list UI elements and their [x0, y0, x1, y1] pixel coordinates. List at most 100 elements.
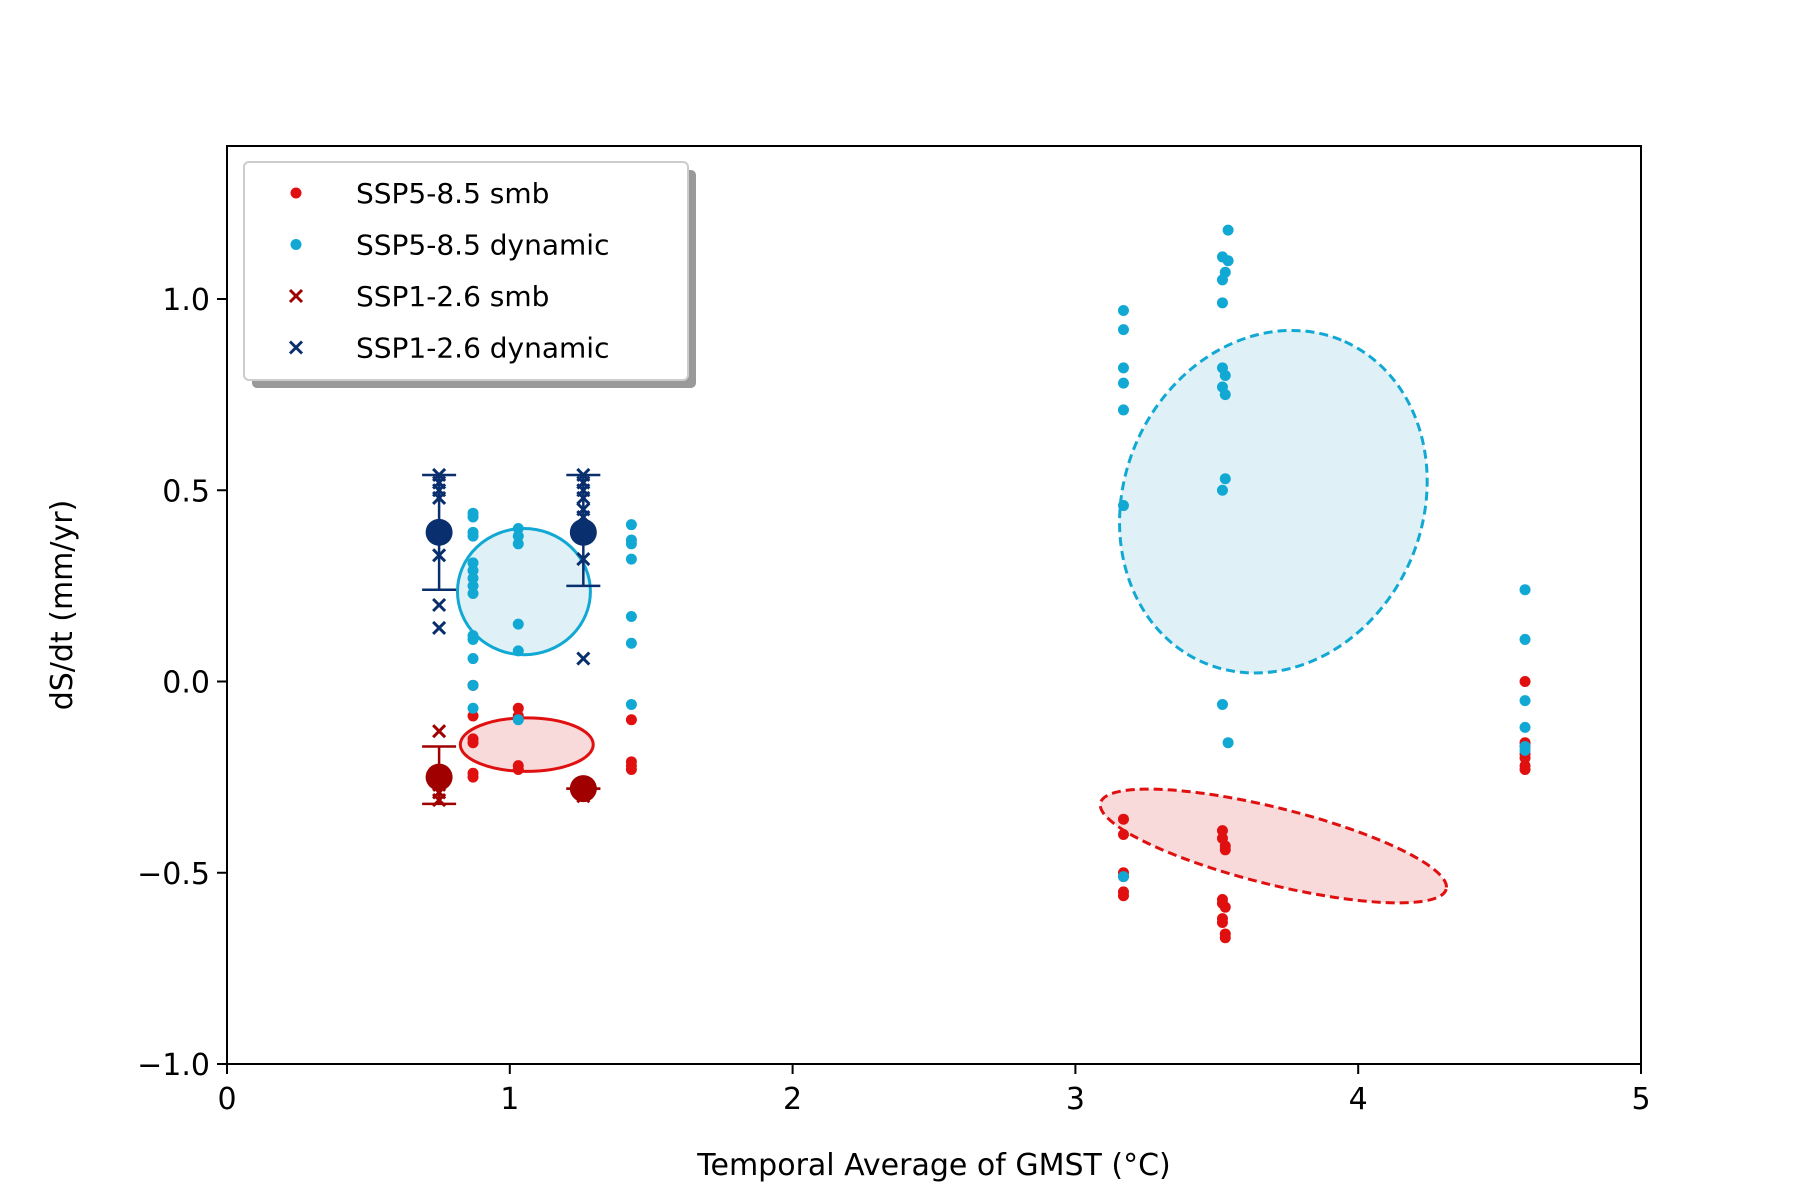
point-series1-26: [625, 698, 637, 710]
legend-label-2: SSP1-2.6 smb: [356, 280, 549, 313]
point-series1-45: [1216, 484, 1228, 496]
point-series0-14: [1117, 813, 1129, 825]
point-series1-3: [467, 530, 479, 542]
legend-marker-3: [288, 340, 304, 355]
point-series0-6: [512, 702, 524, 714]
point-series0-10: [625, 714, 637, 726]
point-series1-41: [1219, 370, 1231, 381]
point-series0-5: [467, 771, 479, 783]
confidence-ellipse-0: [455, 527, 592, 657]
point-series0-30: [1219, 932, 1231, 944]
point-series1-30: [1117, 377, 1129, 389]
x-tick-label-5: 5: [1631, 1082, 1650, 1117]
x-axis-label: Temporal Average of GMST (°C): [696, 1148, 1170, 1183]
point-series1-38: [1216, 274, 1228, 286]
x-tick-label-1: 1: [500, 1082, 519, 1117]
plot-frame: [226, 145, 1642, 1065]
legend-marker-0: [290, 187, 302, 199]
point-series1-10: [467, 633, 479, 645]
point-series0-3: [467, 737, 479, 749]
point-series1-28: [1117, 324, 1129, 336]
point-series0-35: [1519, 752, 1531, 764]
point-series1-53: [1519, 744, 1531, 756]
x-marker-series3-6: [432, 597, 447, 613]
x-marker-series3-15: [576, 651, 591, 666]
point-series1-5: [467, 565, 479, 577]
point-series1-31: [1117, 404, 1129, 416]
point-series1-15: [512, 530, 524, 542]
y-tick-label-1: −0.5: [137, 857, 210, 892]
point-series1-43: [1219, 389, 1231, 401]
point-series1-14: [512, 523, 524, 534]
point-series1-34: [1222, 224, 1234, 236]
legend-label-0: SSP5-8.5 smb: [356, 177, 549, 210]
x-tick-label-4: 4: [1349, 1082, 1368, 1117]
point-series1-20: [625, 519, 637, 531]
x-axis-ticks: 0 1 2 3 4 5: [217, 1064, 1651, 1117]
confidence-ellipse-2: [1118, 328, 1429, 675]
point-series1-17: [512, 618, 524, 630]
x-marker-series2-0: [432, 724, 447, 739]
point-series0-15: [1117, 829, 1129, 840]
confidence-ellipse-1: [458, 716, 595, 773]
y-axis-label: dS/dt (mm/yr): [45, 500, 80, 711]
point-series0-26: [1219, 901, 1231, 913]
point-series1-47: [1222, 737, 1234, 749]
errorbar-layer: [422, 473, 601, 806]
point-series1-33: [1117, 871, 1129, 883]
point-series0-37: [1519, 763, 1531, 775]
point-series1-29: [1117, 362, 1129, 374]
point-series0-1: [467, 710, 479, 722]
y-tick-label-3: 0.5: [162, 474, 210, 509]
point-series0-9: [512, 763, 524, 775]
point-series0-20: [1216, 825, 1228, 837]
point-series1-7: [467, 580, 479, 592]
point-series0-23: [1219, 844, 1231, 856]
errorbar-mean-3: [569, 775, 597, 803]
point-series1-27: [1117, 304, 1129, 316]
point-series1-19: [512, 714, 524, 726]
point-series1-44: [1219, 473, 1231, 485]
point-series1-39: [1216, 297, 1228, 309]
y-tick-label-4: 1.0: [162, 283, 210, 318]
legend: SSP5-8.5 smb SSP5-8.5 dynamic SSP1-2.6 smb…: [243, 161, 696, 388]
point-series1-18: [512, 645, 524, 657]
y-axis-ticks: −1.0 −0.5 0.0 0.5 1.0: [137, 283, 227, 1083]
errorbar-mean-1: [569, 518, 597, 546]
point-series1-11: [467, 653, 479, 665]
x-tick-label-0: 0: [217, 1082, 236, 1117]
point-series1-16: [512, 538, 524, 550]
point-series1-22: [625, 538, 637, 550]
errorbar-mean-0: [425, 518, 453, 546]
point-series0-19: [1117, 890, 1129, 902]
point-series1-1: [467, 511, 479, 523]
point-series1-12: [467, 679, 479, 691]
legend-marker-1: [290, 239, 302, 250]
confidence-ellipse-3: [1098, 787, 1448, 905]
x-tick-label-3: 3: [1066, 1082, 1085, 1117]
point-series1-25: [625, 637, 637, 649]
point-series1-24: [625, 610, 637, 622]
point-series1-36: [1222, 255, 1234, 267]
point-series1-32: [1117, 500, 1129, 512]
point-series0-13: [625, 763, 637, 775]
legend-marker-2: [288, 288, 304, 304]
legend-label-3: SSP1-2.6 dynamic: [356, 332, 609, 365]
point-series1-51: [1519, 721, 1531, 733]
point-series1-13: [467, 702, 479, 714]
x-marker-series3-7: [432, 620, 447, 636]
point-series1-49: [1519, 633, 1531, 645]
legend-box: [243, 161, 689, 381]
point-series1-48: [1519, 584, 1531, 596]
point-series1-8: [467, 588, 479, 600]
point-series1-46: [1216, 698, 1228, 710]
point-series1-50: [1519, 695, 1531, 707]
y-tick-label-0: −1.0: [137, 1048, 210, 1083]
point-series1-23: [625, 553, 637, 565]
y-tick-label-2: 0.0: [162, 666, 210, 701]
point-series1-4: [467, 557, 479, 569]
legend-label-1: SSP5-8.5 dynamic: [356, 229, 609, 262]
x-tick-label-2: 2: [783, 1082, 802, 1117]
point-series1-6: [467, 572, 479, 584]
